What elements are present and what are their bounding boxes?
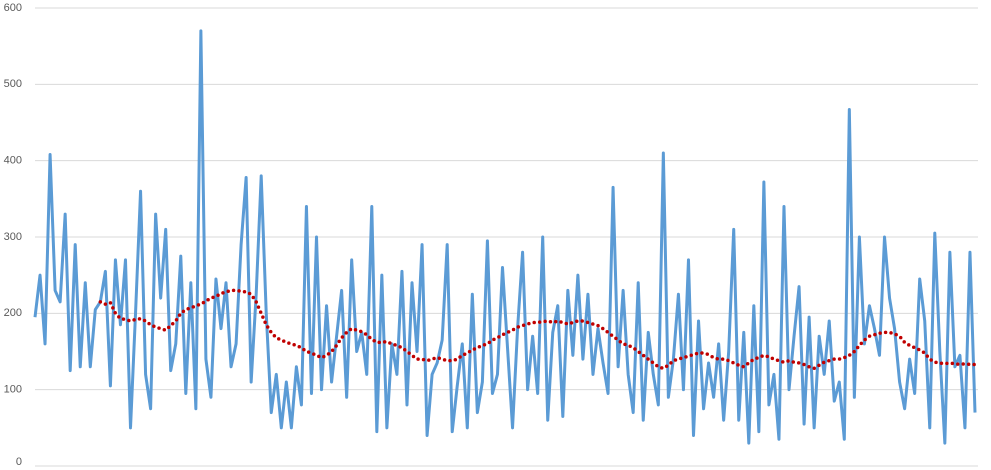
y-tick-label: 0 [16, 456, 22, 468]
y-tick-label: 200 [4, 307, 22, 319]
y-tick-label: 600 [4, 2, 22, 14]
y-tick-label: 300 [4, 231, 22, 243]
y-tick-label: 500 [4, 78, 22, 90]
series-line [98, 288, 977, 371]
y-tick-label: 400 [4, 155, 22, 167]
y-tick-label: 100 [4, 384, 22, 396]
series-line [33, 29, 977, 445]
